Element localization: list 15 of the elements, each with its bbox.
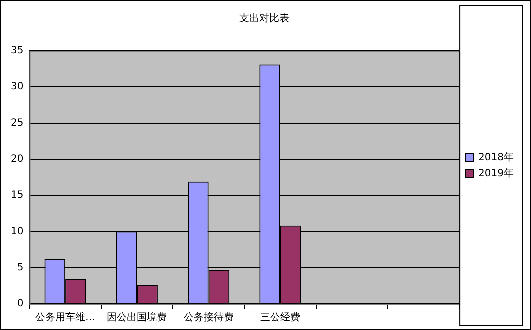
chart-title: 支出对比表 xyxy=(240,12,290,25)
y-tick-label: 15 xyxy=(10,190,24,202)
legend-label: 2019年 xyxy=(478,168,514,180)
y-tick-label: 35 xyxy=(10,46,24,57)
x-tick-label: 三公经费 xyxy=(260,312,300,324)
x-tick-label: 因公出国境费 xyxy=(107,312,168,324)
y-tick-label: 5 xyxy=(17,262,24,274)
y-tick-label: 0 xyxy=(17,298,24,310)
legend-label: 2018年 xyxy=(478,152,514,164)
x-tick-label: 公务接待费 xyxy=(184,312,234,324)
x-tick-label: 公务用车维… xyxy=(36,312,96,324)
y-tick-label: 30 xyxy=(10,82,24,93)
y-tick-label: 10 xyxy=(10,226,24,238)
y-tick-label: 25 xyxy=(10,118,24,129)
y-tick-label: 20 xyxy=(10,154,24,166)
